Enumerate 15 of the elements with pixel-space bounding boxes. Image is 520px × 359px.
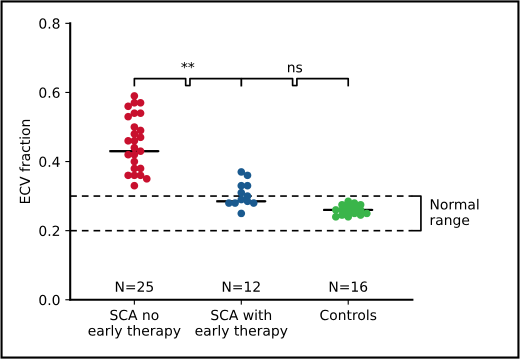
annotation: ** [181, 62, 194, 68]
y-axis-title: ECV fraction [19, 120, 30, 204]
y-tick-label: 0.4 [39, 156, 60, 168]
y-tick-label: 0.2 [39, 226, 60, 236]
x-tick-label: Controls [320, 309, 376, 320]
annotation: ns [288, 64, 302, 72]
x-tick-label: SCA no early therapy [88, 310, 181, 338]
annotation: N=16 [330, 281, 368, 292]
y-tick-label: 0.0 [39, 294, 60, 306]
text: Normal range [430, 198, 478, 228]
annotation: N=12 [222, 281, 260, 292]
y-tick-label: 0.6 [39, 87, 60, 98]
y-tick-label: 0.8 [39, 18, 60, 29]
annotation: N=25 [116, 281, 153, 292]
x-tick-label: SCA with early therapy [195, 309, 288, 338]
